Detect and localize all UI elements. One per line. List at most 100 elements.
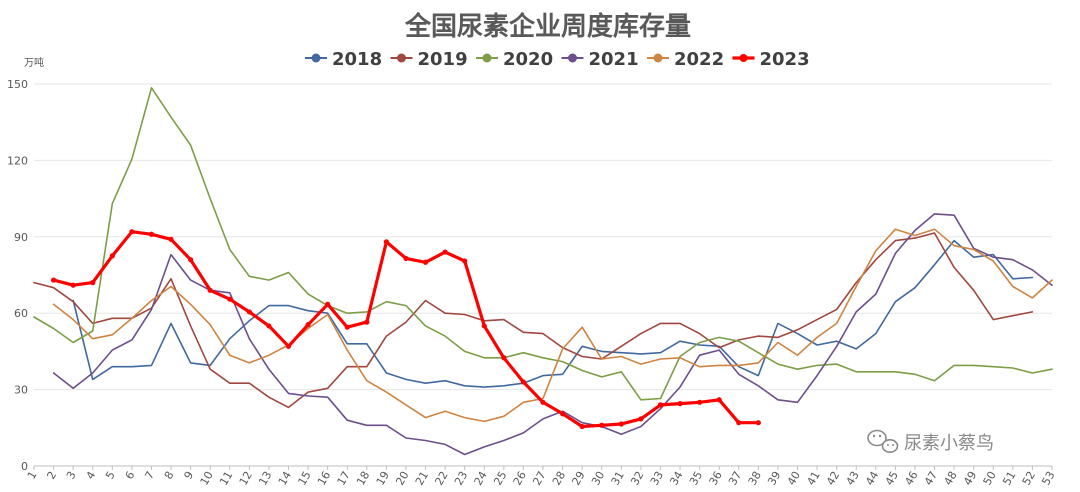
legend-label: 2023	[760, 49, 810, 70]
data-point-2023	[697, 399, 703, 405]
data-point-2023	[364, 319, 370, 325]
x-tick-label: 27	[530, 469, 548, 488]
x-tick-label: 3	[64, 469, 79, 482]
data-point-2023	[325, 301, 331, 307]
legend-item-2023: 2023	[732, 49, 810, 70]
data-point-2023	[540, 399, 546, 405]
x-tick-label: 17	[335, 469, 353, 488]
x-tick-label: 21	[413, 469, 431, 488]
x-tick-label: 7	[142, 469, 157, 482]
data-point-2023	[90, 280, 96, 286]
data-point-2023	[716, 397, 722, 403]
x-tick-label: 16	[315, 469, 333, 488]
x-tick-label: 52	[1020, 469, 1038, 488]
legend-label: 2019	[418, 49, 468, 70]
data-point-2023	[266, 323, 272, 329]
x-tick-label: 36	[707, 469, 725, 488]
x-tick-label: 30	[589, 469, 607, 488]
data-point-2023	[50, 277, 57, 283]
data-point-2023	[383, 239, 389, 245]
x-tick-label: 50	[981, 469, 999, 488]
series-line-2020	[33, 87, 1053, 401]
data-point-2023	[344, 324, 350, 330]
legend-item-2019: 2019	[390, 49, 468, 70]
x-tick-label: 41	[804, 469, 822, 488]
legend-marker	[653, 53, 663, 63]
series-line-2018	[72, 239, 1034, 388]
x-tick-label: 47	[922, 469, 940, 488]
x-tick-label: 9	[181, 469, 196, 482]
x-tick-label: 46	[902, 469, 920, 488]
x-tick-label: 28	[550, 469, 568, 488]
x-tick-label: 32	[628, 469, 646, 488]
data-point-2023	[168, 236, 174, 242]
data-point-2023	[579, 423, 585, 430]
x-tick-label: 5	[103, 469, 118, 482]
x-tick-label: 11	[217, 469, 235, 488]
x-tick-label: 37	[726, 469, 744, 488]
x-tick-label: 51	[1000, 469, 1018, 488]
data-point-2023	[305, 322, 311, 328]
watermark: 尿素小蔡鸟	[867, 429, 994, 454]
series-line-2022	[52, 228, 1053, 423]
legend-label: 2020	[503, 49, 553, 70]
x-tick-label: 33	[648, 469, 666, 488]
x-tick-label: 39	[765, 469, 783, 488]
x-tick-label: 48	[941, 469, 959, 488]
legend: 2018 2019 2020 2021 2022 2023	[305, 49, 810, 70]
data-point-2023	[207, 287, 213, 293]
data-point-2023	[501, 355, 507, 361]
x-tick-label: 1	[25, 469, 40, 482]
x-tick-label: 19	[374, 469, 392, 488]
data-point-2023	[129, 229, 135, 235]
legend-marker	[739, 54, 748, 62]
x-tick-label: 45	[883, 469, 901, 488]
data-point-2023	[559, 411, 566, 417]
data-point-2023	[618, 421, 624, 427]
x-tick-label: 34	[667, 469, 685, 488]
y-tick-label: 90	[14, 231, 28, 244]
series-2018	[72, 239, 1034, 388]
y-tick-label: 120	[7, 154, 28, 167]
x-tick-label: 14	[276, 469, 294, 488]
x-tick-label: 15	[295, 469, 313, 488]
legend-marker	[311, 53, 321, 63]
x-tick-label: 22	[432, 469, 450, 488]
data-point-2023	[148, 231, 155, 237]
x-tick-label: 4	[84, 469, 99, 482]
data-point-2023	[70, 282, 76, 288]
x-tick-label: 12	[237, 469, 255, 488]
x-tick-label: 6	[123, 469, 138, 482]
x-tick-label: 18	[354, 469, 372, 488]
data-point-2023	[109, 253, 115, 259]
data-point-2023	[422, 259, 429, 265]
legend-label: 2021	[589, 49, 639, 70]
x-tick-label: 35	[687, 469, 705, 488]
data-point-2023	[246, 309, 252, 315]
series-2022	[52, 228, 1053, 423]
x-tick-label: 42	[824, 469, 842, 488]
grid	[34, 83, 1052, 391]
data-point-2023	[462, 258, 468, 264]
data-point-2023	[285, 343, 292, 349]
series-2021	[52, 213, 1053, 456]
x-tick-label: 26	[511, 469, 529, 488]
x-tick-label: 31	[609, 469, 627, 488]
legend-item-2021: 2021	[561, 49, 639, 70]
legend-marker	[568, 53, 577, 63]
x-tick-label: 2	[44, 469, 59, 482]
y-tick-label: 60	[14, 307, 28, 320]
y-tick-label: 150	[7, 78, 28, 91]
series-2023	[50, 229, 761, 430]
x-tick-label: 24	[472, 469, 490, 488]
chart-title: 全国尿素企业周度库存量	[404, 11, 691, 42]
x-tick-label: 43	[844, 469, 862, 488]
data-point-2023	[677, 401, 683, 407]
x-tick-label: 20	[393, 469, 411, 488]
legend-item-2020: 2020	[476, 49, 553, 70]
series-2019	[33, 232, 1034, 409]
data-point-2023	[736, 420, 742, 426]
y-tick-label: 0	[21, 460, 28, 473]
series-line-2021	[52, 213, 1053, 456]
